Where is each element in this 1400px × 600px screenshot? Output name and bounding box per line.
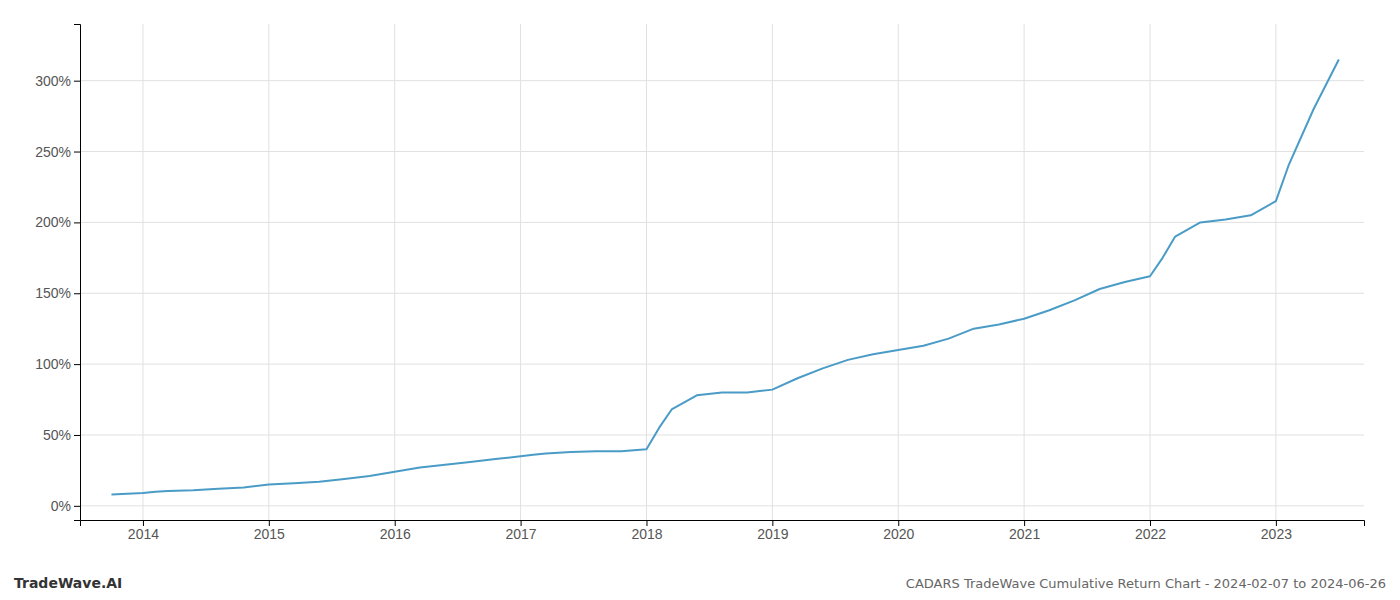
tick-label: 2021 [1009,526,1040,542]
grid-line [772,24,773,520]
x-tick: 2022 [1135,520,1166,542]
grid-line [520,24,521,520]
tick-label: 2023 [1261,526,1292,542]
tick-label: 250% [35,144,71,160]
x-tick: 2017 [506,520,537,542]
tick-mark [74,152,80,153]
grid-line [80,151,1364,152]
y-tick: 100% [35,356,80,372]
grid-line [268,24,269,520]
x-tick: 2021 [1009,520,1040,542]
y-axis: 0% 50% 100% 150% 200% 250% 300% [35,25,80,521]
tick-label: 150% [35,285,71,301]
y-tick: 0% [51,498,80,514]
x-tick: 2023 [1261,520,1292,542]
grid [80,24,1364,520]
grid-line [80,505,1364,506]
grid-line [80,222,1364,223]
tick-mark [74,81,80,82]
tick-label: 0% [51,498,71,514]
x-tick: 2015 [254,520,285,542]
grid-line [80,293,1364,294]
y-tick: 200% [35,214,80,230]
x-tick: 2018 [631,520,662,542]
watermark: TradeWave.AI [14,575,122,591]
grid-line [1024,24,1025,520]
tick-label: 2022 [1135,526,1166,542]
grid-line [80,364,1364,365]
tick-label: 200% [35,214,71,230]
grid-line [80,434,1364,435]
tick-mark [74,222,80,223]
tick-label: 2014 [128,526,159,542]
x-tick: 2014 [128,520,159,542]
x-axis: 2014 2015 2016 2017 2018 2019 2020 2021 2022 2023 [81,520,1365,542]
x-tick: 2016 [380,520,411,542]
tick-mark [74,506,80,507]
tick-label: 2016 [380,526,411,542]
marks [111,59,1338,494]
tick-mark [74,364,80,365]
y-tick: 300% [35,73,80,89]
line [111,59,1338,494]
grid-line [1150,24,1151,520]
y-tick: 50% [43,427,80,443]
x-tick: 2020 [883,520,914,542]
tick-mark [74,293,80,294]
grid-line [80,80,1364,81]
tick-label: 300% [35,73,71,89]
title: CADARS TradeWave Cumulative Return Chart… [906,576,1386,591]
tick-label: 2019 [757,526,788,542]
tick-label: 100% [35,356,71,372]
tick-label: 2020 [883,526,914,542]
grid-line [1275,24,1276,520]
grid-line [898,24,899,520]
tick-mark [74,435,80,436]
tick-label: 2015 [254,526,285,542]
tick-label: 2018 [631,526,662,542]
y-tick: 150% [35,285,80,301]
tick-label: 2017 [506,526,537,542]
grid-line [394,24,395,520]
x-tick: 2019 [757,520,788,542]
y-tick: 250% [35,144,80,160]
tick-label: 50% [43,427,71,443]
grid-line [142,24,143,520]
axis-line [74,25,81,521]
grid-line [646,24,647,520]
plot: 2014 2015 2016 2017 2018 2019 2020 2021 2022 2023… [35,24,1364,542]
chart: 2014 2015 2016 2017 2018 2019 2020 2021 2022 2023… [0,0,1400,600]
